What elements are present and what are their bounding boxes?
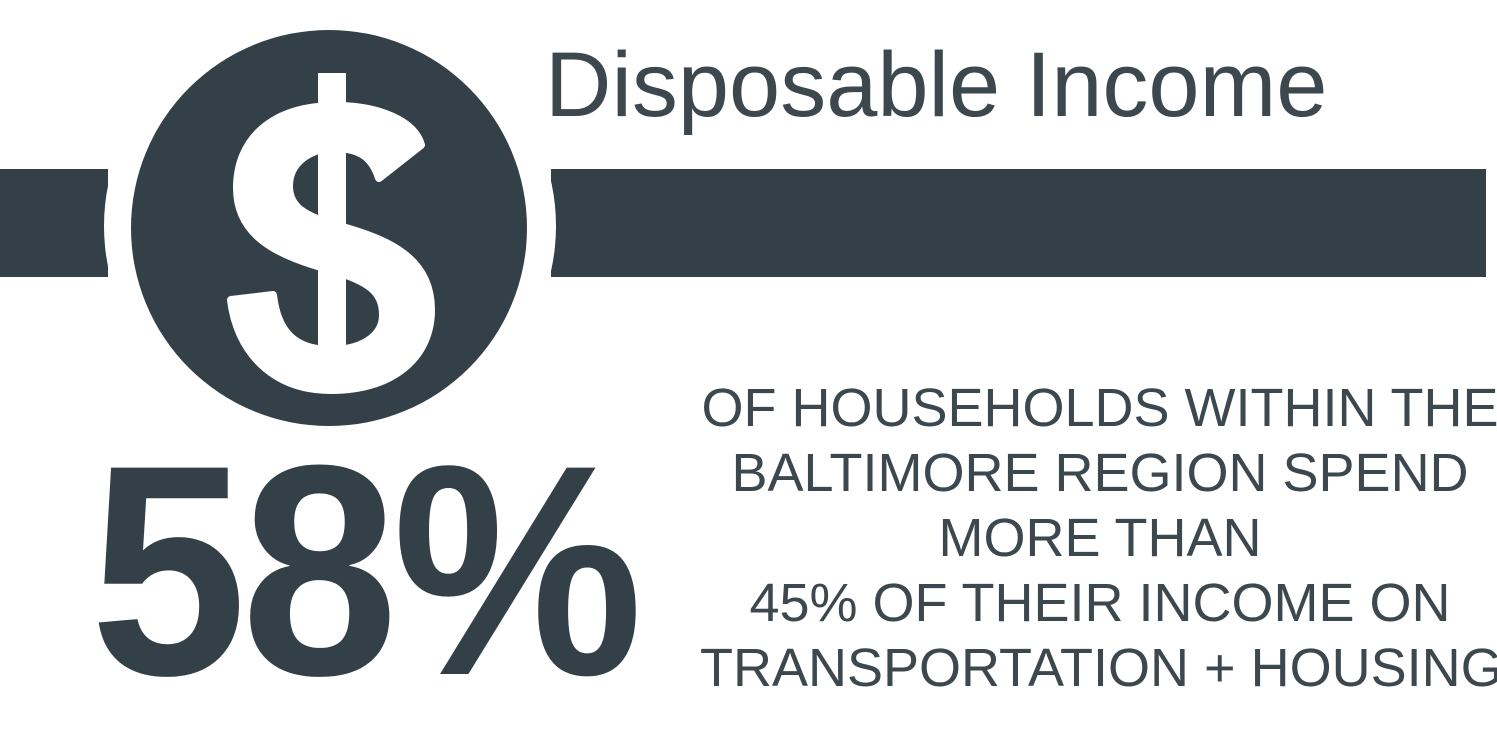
banner-bar-left <box>0 169 108 277</box>
banner-bar-right <box>551 169 1486 277</box>
stat-value: 58% <box>90 402 643 738</box>
dollar-sign-icon <box>227 73 435 394</box>
stat-description: OF HOUSEHOLDS WITHIN THE BALTIMORE REGIO… <box>700 376 1497 701</box>
page-title: Disposable Income <box>545 34 1328 136</box>
stat-description-line: 45% OF THEIR INCOME ON <box>749 573 1451 633</box>
stat-description-line: TRANSPORTATION + HOUSING <box>700 638 1497 698</box>
stat-description-line: MORE THAN <box>938 508 1262 568</box>
stat-description-line: OF HOUSEHOLDS WITHIN THE <box>701 378 1497 438</box>
stat-description-line: BALTIMORE REGION SPEND <box>731 443 1469 503</box>
